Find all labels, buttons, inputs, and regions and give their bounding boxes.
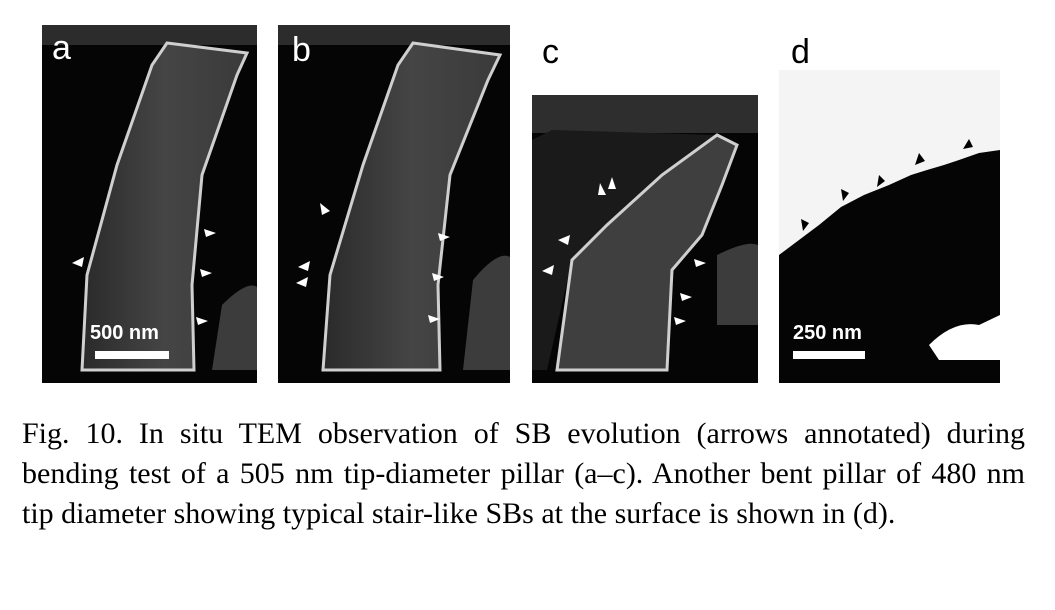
panel-label-b: b	[292, 31, 311, 69]
panel-label-c: c	[542, 33, 559, 71]
panel-label-a: a	[52, 29, 71, 67]
figure-caption: Fig. 10. In situ TEM observation of SB e…	[22, 417, 1025, 530]
panel-label-d: d	[791, 33, 810, 71]
scale-bar-label-d: 250 nm	[793, 322, 862, 344]
panel-d: d 250 nm	[779, 25, 1000, 383]
scale-bar-label-a: 500 nm	[90, 322, 159, 344]
sb-arrows	[296, 203, 450, 323]
sb-arrows	[72, 229, 216, 325]
panel-a: a 500 nm	[42, 25, 257, 383]
sb-arrows	[801, 139, 973, 231]
panel-c-image	[532, 25, 758, 383]
scale-bar-d	[793, 351, 865, 359]
sb-arrows	[542, 177, 706, 325]
panel-c: c	[532, 25, 758, 383]
panel-d-image	[779, 25, 1000, 383]
panel-b: b	[278, 25, 510, 383]
panel-a-image	[42, 25, 257, 383]
scale-bar-a	[95, 351, 169, 359]
figure: a 500 nm b	[42, 25, 1000, 383]
panel-b-image	[278, 25, 510, 383]
